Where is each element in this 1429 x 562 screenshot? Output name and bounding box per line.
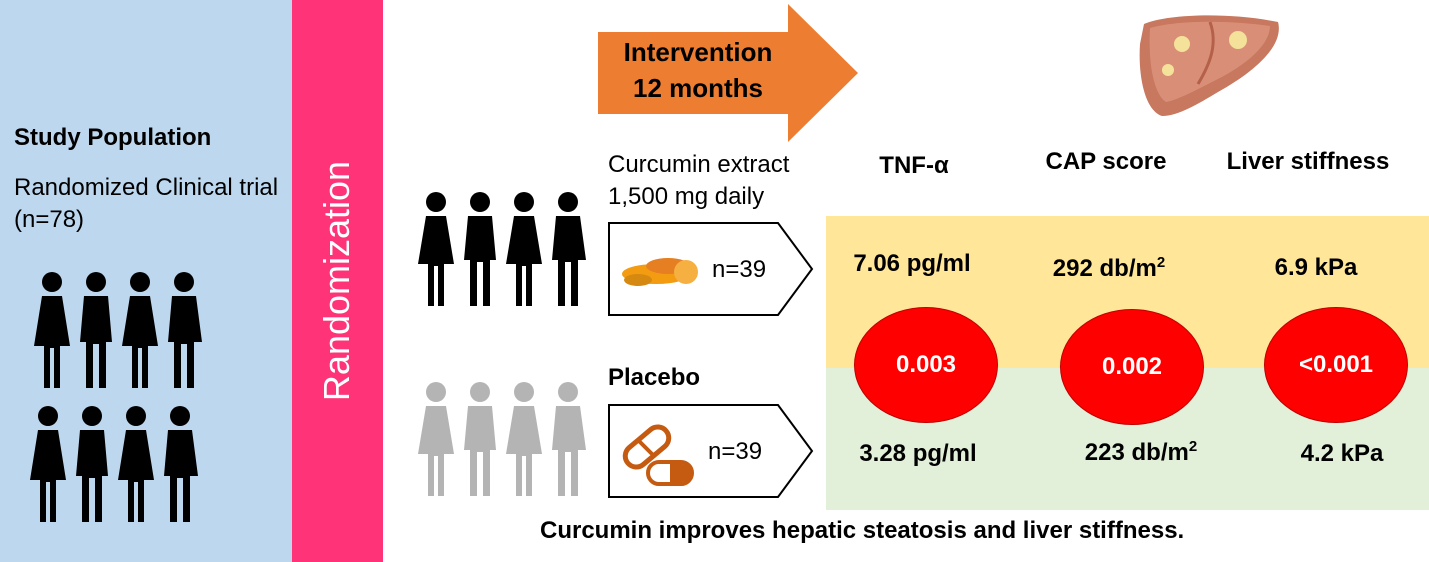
people-group-icon xyxy=(34,272,202,388)
people-icon xyxy=(418,192,586,306)
conclusion-text: Curcumin improves hepatic steatosis and … xyxy=(540,517,1185,544)
people-icon xyxy=(34,272,202,388)
placebo-people-icon xyxy=(418,382,586,496)
people-icon xyxy=(30,406,198,522)
placebo-group-label: Placebo xyxy=(608,364,701,391)
liver-icon xyxy=(1139,15,1279,117)
placebo-n-count: n=39 xyxy=(708,438,763,465)
curcumin-group-label: Curcumin extract 1,500 mg daily xyxy=(608,151,790,210)
turmeric-icon xyxy=(622,258,698,286)
curcumin-people-icon xyxy=(418,192,586,306)
intervention-arrow xyxy=(598,4,858,142)
cap-score-header: CAP score xyxy=(1045,148,1167,175)
capsule-icon xyxy=(622,424,694,486)
tnf-curcumin-value: 7.06 pg/ml xyxy=(853,250,971,277)
curcumin-n-count: n=39 xyxy=(712,256,767,283)
stiffness-placebo-value: 4.2 kPa xyxy=(1300,440,1384,467)
intervention-label: Intervention 12 months xyxy=(623,37,773,103)
cap-placebo-value: 223 db/m2 xyxy=(1084,438,1198,466)
people-group-icon xyxy=(30,406,198,522)
cap-curcumin-value: 292 db/m2 xyxy=(1052,254,1166,282)
tnf-alpha-header: TNF-α xyxy=(879,152,949,179)
people-icon xyxy=(418,382,586,496)
curcumin-box xyxy=(608,222,814,316)
tnf-placebo-value: 3.28 pg/ml xyxy=(859,440,977,467)
stiffness-p-value: <0.001 xyxy=(1264,307,1408,423)
liver-stiffness-header: Liver stiffness xyxy=(1226,148,1390,175)
cap-p-value: 0.002 xyxy=(1060,309,1204,425)
stiffness-curcumin-value: 6.9 kPa xyxy=(1274,254,1358,281)
tnf-p-value: 0.003 xyxy=(854,307,998,423)
study-population-title: Study Population xyxy=(14,124,212,151)
randomization-label: Randomization xyxy=(316,160,358,402)
placebo-box xyxy=(608,404,814,498)
study-population-description: Randomized Clinical trial (n=78) xyxy=(14,174,279,233)
randomization-panel xyxy=(292,0,383,562)
